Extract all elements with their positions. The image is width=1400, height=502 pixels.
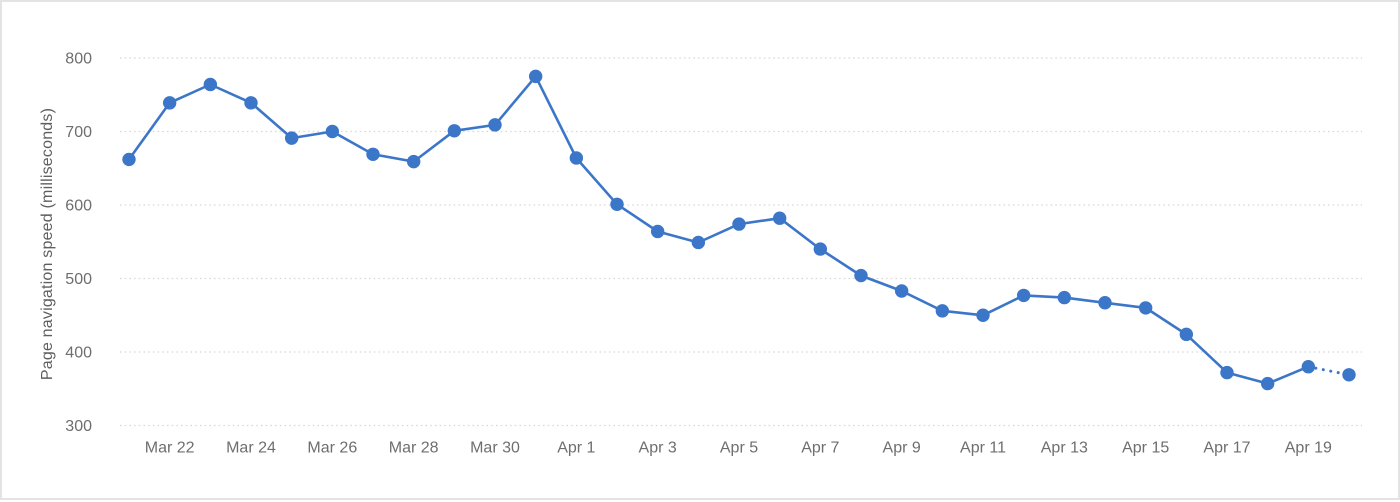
data-point[interactable] — [976, 308, 990, 322]
y-tick-label: 800 — [65, 51, 92, 68]
line-projection-dotted — [1306, 365, 1351, 377]
data-point[interactable] — [1057, 290, 1072, 305]
data-point[interactable] — [732, 217, 746, 231]
x-tick-label: Mar 26 — [307, 440, 357, 457]
data-point[interactable] — [325, 124, 340, 139]
x-tick-label: Apr 5 — [720, 440, 758, 457]
x-tick-label: Apr 9 — [883, 440, 921, 457]
data-point[interactable] — [691, 235, 706, 250]
x-tick-label: Apr 13 — [1041, 440, 1088, 457]
data-point[interactable] — [650, 224, 665, 239]
data-point[interactable] — [1260, 376, 1275, 391]
x-tick-label: Apr 7 — [801, 440, 839, 457]
x-tick-label: Apr 11 — [960, 440, 1006, 457]
x-tick-label: Mar 22 — [145, 440, 195, 457]
data-point[interactable] — [894, 284, 909, 298]
data-point[interactable] — [813, 242, 828, 256]
data-point[interactable] — [284, 131, 299, 145]
data-point[interactable] — [1301, 360, 1316, 374]
line-series — [127, 75, 1309, 385]
data-point[interactable] — [122, 152, 136, 167]
data-point[interactable] — [447, 124, 462, 138]
y-tick-label: 700 — [65, 124, 92, 141]
data-point[interactable] — [569, 151, 584, 165]
data-point[interactable] — [162, 96, 177, 110]
x-tick-label: Mar 24 — [226, 440, 276, 457]
data-point[interactable] — [854, 268, 868, 283]
y-tick-label: 500 — [65, 271, 92, 288]
data-point[interactable] — [1016, 288, 1031, 303]
data-point[interactable] — [528, 69, 543, 84]
data-point[interactable] — [1098, 296, 1112, 310]
x-tick-label: Mar 28 — [389, 440, 439, 457]
data-point[interactable] — [610, 197, 624, 211]
data-point[interactable] — [772, 211, 787, 225]
data-point[interactable] — [1179, 327, 1194, 342]
y-tick-label: 300 — [65, 418, 92, 435]
data-point[interactable] — [244, 96, 258, 110]
data-point[interactable] — [1220, 365, 1234, 380]
x-tick-label: Mar 30 — [470, 440, 520, 457]
x-tick-label: Apr 19 — [1285, 440, 1332, 457]
y-tick-label: 600 — [65, 198, 92, 215]
data-point[interactable] — [935, 304, 950, 318]
data-point[interactable] — [203, 77, 218, 92]
y-tick-label: 400 — [65, 345, 92, 362]
data-point[interactable] — [366, 147, 380, 161]
data-point[interactable] — [1342, 368, 1356, 382]
data-point[interactable] — [1138, 301, 1153, 315]
x-tick-label: Apr 15 — [1122, 440, 1169, 457]
x-tick-label: Apr 3 — [639, 440, 677, 457]
x-tick-label: Apr 17 — [1203, 440, 1250, 457]
x-tick-label: Apr 1 — [557, 440, 595, 457]
data-point[interactable] — [488, 118, 502, 132]
data-point[interactable] — [406, 154, 421, 169]
